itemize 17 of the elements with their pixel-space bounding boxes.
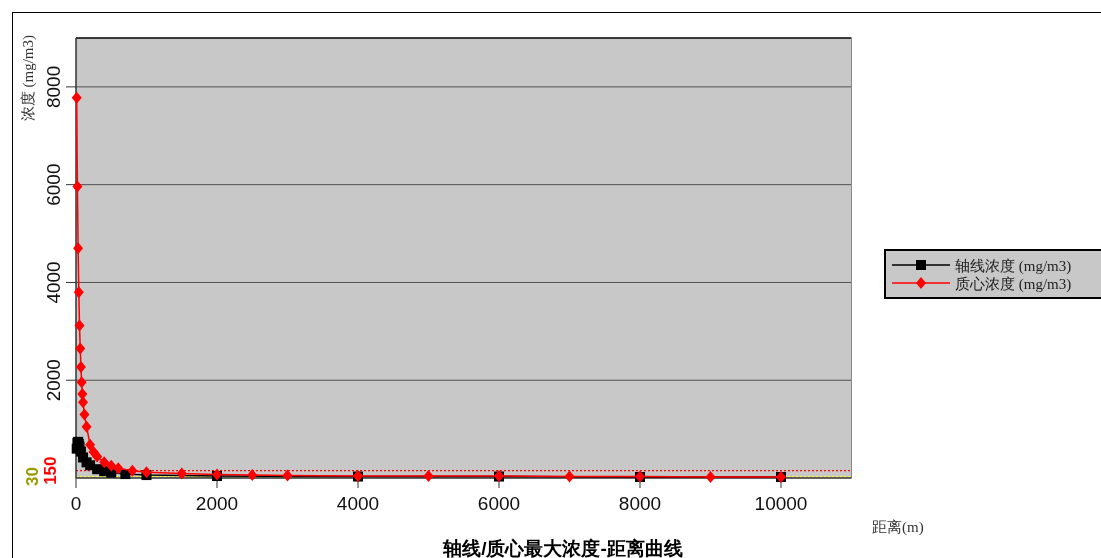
text: 轴线/质心最大浓度-距离曲线: [442, 538, 683, 558]
y-tick-label: 2000: [43, 359, 64, 402]
x-tick-label: 8000: [618, 493, 662, 514]
x-tick-label: 6000: [477, 493, 521, 514]
x-tick-label: 4000: [336, 493, 380, 514]
ref-line-label: 150: [41, 456, 60, 485]
x-tick-label: 2000: [195, 493, 239, 514]
x-tick-label: 0: [70, 493, 82, 514]
y-tick-label: 6000: [43, 163, 64, 206]
y-tick-label: 4000: [43, 261, 64, 304]
legend-label: 轴线浓度 (mg/m3): [955, 258, 1072, 275]
x-axis-title: 距离(m): [872, 519, 924, 536]
y-tick-label: 8000: [43, 65, 64, 109]
y-axis-title: 浓度 (mg/m3): [20, 35, 37, 122]
x-tick-label: 10000: [754, 493, 808, 514]
legend-label: 质心浓度 (mg/m3): [955, 276, 1072, 293]
ref-line-label: 30: [23, 467, 42, 486]
